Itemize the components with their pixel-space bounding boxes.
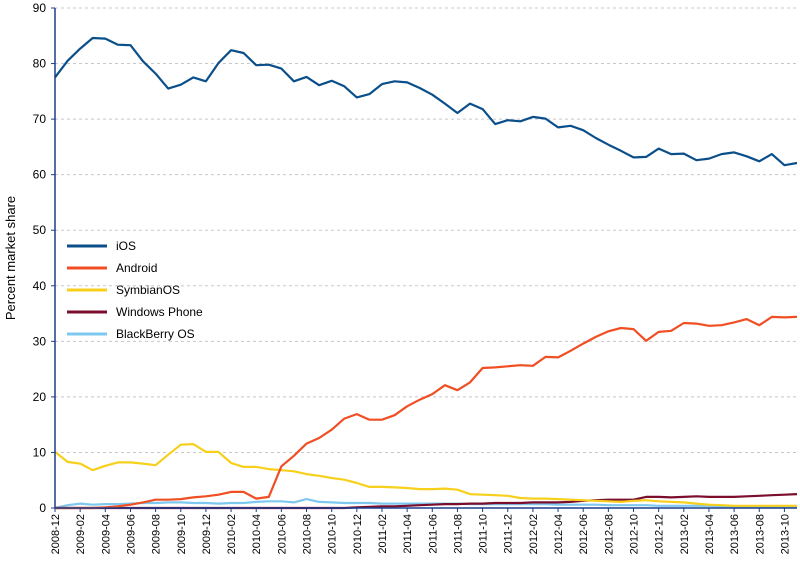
x-tick-label-2009-06: 2009-06 bbox=[125, 514, 137, 554]
series-line-symbianos bbox=[54, 443, 797, 507]
y-tick-label-20: 20 bbox=[33, 390, 47, 404]
x-tick-label-2013-06: 2013-06 bbox=[729, 514, 741, 554]
y-tick-label-50: 50 bbox=[33, 223, 47, 237]
series-line-blackberry-os bbox=[54, 498, 797, 510]
legend-label-symbianos: SymbianOS bbox=[116, 283, 180, 297]
x-tick-label-2013-02: 2013-02 bbox=[679, 514, 691, 554]
y-tick-labels: 0 10 20 30 40 50 60 70 80 90 bbox=[33, 1, 47, 515]
grid-lines bbox=[55, 7, 797, 453]
series-lines bbox=[54, 36, 798, 510]
x-tick-label-2010-08: 2010-08 bbox=[302, 514, 314, 554]
x-tick-label-2011-02: 2011-02 bbox=[377, 514, 389, 554]
x-tick-label-2011-04: 2011-04 bbox=[402, 514, 414, 554]
x-tick-label-2012-08: 2012-08 bbox=[603, 514, 615, 554]
x-tick-label-2013-08: 2013-08 bbox=[754, 514, 766, 554]
x-tick-label-2012-06: 2012-06 bbox=[578, 514, 590, 554]
axes bbox=[51, 7, 797, 512]
x-tick-label-2009-12: 2009-12 bbox=[201, 514, 213, 554]
x-tick-labels: 2008-12 2009-02 2009-04 2009-06 2009-08 2009-… bbox=[50, 514, 791, 554]
x-tick-label-2008-12: 2008-12 bbox=[50, 514, 62, 554]
y-axis-title: Percent market share bbox=[3, 196, 18, 320]
x-tick-label-2009-04: 2009-04 bbox=[100, 514, 112, 554]
x-tick-label-2009-02: 2009-02 bbox=[75, 514, 87, 554]
y-tick-label-60: 60 bbox=[33, 168, 47, 182]
y-tick-label-0: 0 bbox=[39, 501, 46, 515]
x-tick-label-2009-08: 2009-08 bbox=[151, 514, 163, 554]
legend: iOS Android SymbianOS Windows Phone BlackBer… bbox=[67, 239, 203, 341]
series-line-android bbox=[55, 315, 798, 510]
x-tick-label-2010-10: 2010-10 bbox=[327, 514, 339, 554]
y-tick-label-70: 70 bbox=[33, 112, 47, 126]
x-tick-label-2011-08: 2011-08 bbox=[452, 514, 464, 554]
x-tick-label-2011-10: 2011-10 bbox=[478, 514, 490, 554]
x-tick-label-2013-10: 2013-10 bbox=[779, 514, 791, 554]
series-line-ios bbox=[54, 36, 798, 167]
legend-label-ios: iOS bbox=[116, 239, 136, 253]
x-tick-label-2011-06: 2011-06 bbox=[427, 514, 439, 554]
x-tick-label-2010-04: 2010-04 bbox=[251, 514, 263, 554]
x-tick-label-2010-06: 2010-06 bbox=[276, 514, 288, 554]
x-tick-label-2010-02: 2010-02 bbox=[226, 514, 238, 554]
x-tick-label-2013-04: 2013-04 bbox=[704, 514, 716, 554]
y-tick-label-40: 40 bbox=[33, 279, 47, 293]
y-tick-label-10: 10 bbox=[33, 445, 47, 459]
x-tick-label-2012-10: 2012-10 bbox=[629, 514, 641, 554]
legend-label-blackberry-os: BlackBerry OS bbox=[116, 327, 195, 341]
y-tick-label-30: 30 bbox=[33, 334, 47, 348]
y-tick-label-80: 80 bbox=[33, 57, 47, 71]
legend-label-windows-phone: Windows Phone bbox=[116, 305, 203, 319]
x-tick-label-2012-02: 2012-02 bbox=[528, 514, 540, 554]
legend-label-android: Android bbox=[116, 261, 157, 275]
x-tick-label-2010-12: 2010-12 bbox=[352, 514, 364, 554]
x-tick-label-2009-10: 2009-10 bbox=[176, 514, 188, 554]
x-tick-label-2012-12: 2012-12 bbox=[654, 514, 666, 554]
y-tick-label-90: 90 bbox=[33, 1, 47, 15]
x-tick-label-2011-12: 2011-12 bbox=[503, 514, 515, 554]
x-tick-label-2012-04: 2012-04 bbox=[553, 514, 565, 554]
